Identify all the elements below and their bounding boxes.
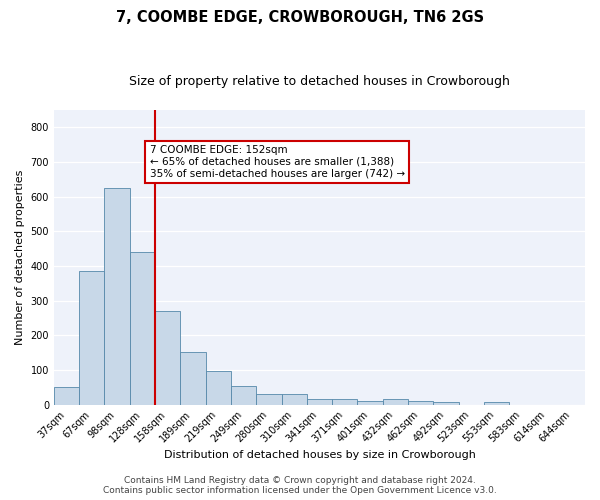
Bar (79, 271, 104, 404)
Bar (307, 400, 332, 404)
Y-axis label: Number of detached properties: Number of detached properties (15, 170, 25, 345)
Bar (433, 402, 458, 404)
Text: Contains HM Land Registry data © Crown copyright and database right 2024.
Contai: Contains HM Land Registry data © Crown c… (103, 476, 497, 495)
X-axis label: Distribution of detached houses by size in Crowborough: Distribution of detached houses by size … (164, 450, 475, 460)
Text: 7, COOMBE EDGE, CROWBOROUGH, TN6 2GS: 7, COOMBE EDGE, CROWBOROUGH, TN6 2GS (116, 10, 484, 25)
Text: 7 COOMBE EDGE: 152sqm
← 65% of detached houses are smaller (1,388)
35% of semi-d: 7 COOMBE EDGE: 152sqm ← 65% of detached … (149, 146, 404, 178)
Bar (181, 352, 206, 405)
Bar (281, 394, 307, 404)
Bar (206, 370, 231, 404)
Bar (358, 400, 383, 404)
Bar (155, 311, 181, 404)
Bar (256, 394, 281, 404)
Bar (130, 252, 155, 404)
Bar (54, 388, 79, 404)
Bar (104, 188, 130, 404)
Title: Size of property relative to detached houses in Crowborough: Size of property relative to detached ho… (129, 75, 510, 88)
Bar (408, 401, 433, 404)
Bar (332, 400, 358, 404)
Bar (231, 386, 256, 404)
Bar (484, 402, 509, 404)
Bar (383, 400, 408, 404)
